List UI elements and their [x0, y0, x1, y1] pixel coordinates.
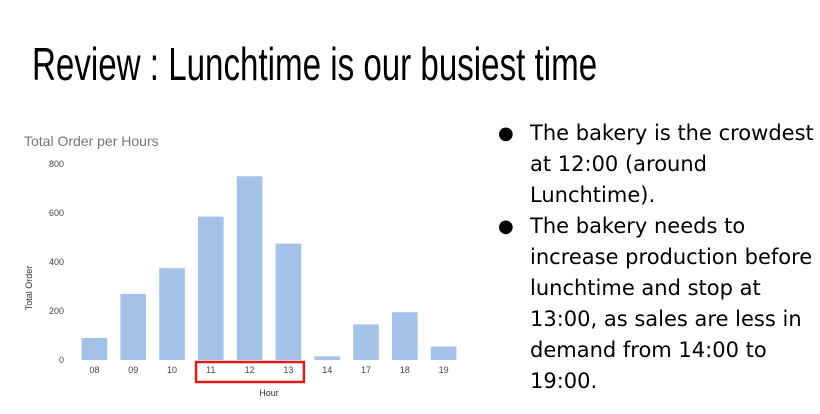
- bullet-item: ● The bakery needs to increase productio…: [498, 211, 816, 397]
- bar-10: [159, 268, 185, 360]
- bar-18: [391, 312, 418, 360]
- highlight-box: [194, 360, 306, 384]
- slide-title: Review : Lunchtime is our busiest time: [32, 38, 598, 90]
- bar-11: [197, 216, 224, 360]
- x-tick-label: 19: [439, 365, 449, 375]
- x-tick-label: 09: [128, 365, 138, 375]
- x-tick-label: 14: [322, 365, 332, 375]
- x-axis-label: Hour: [259, 388, 279, 398]
- x-tick-label: 17: [361, 365, 371, 375]
- bar-17: [353, 324, 379, 360]
- y-tick-label: 800: [49, 159, 64, 169]
- y-tick-label: 200: [49, 306, 64, 316]
- y-tick-label: 600: [49, 208, 64, 218]
- bullet-marker: ●: [498, 123, 514, 144]
- x-tick-label: 18: [400, 365, 410, 375]
- x-tick-label: 12: [245, 365, 255, 375]
- bars: [81, 176, 457, 360]
- bullet-text: The bakery needs to increase production …: [530, 214, 813, 393]
- bar-chart: Total Order per Hours 0 200 400 600 800 08 09…: [24, 133, 457, 398]
- y-axis-label: Total Order: [24, 266, 34, 311]
- bullet-item: ● The bakery is the crowdest at 12:00 (a…: [498, 118, 816, 211]
- bar-14: [314, 356, 341, 360]
- bullet-marker: ●: [498, 216, 514, 237]
- bar-09: [120, 293, 147, 360]
- bar-13: [275, 243, 302, 360]
- y-tick-label: 0: [59, 355, 64, 365]
- bar-19: [430, 346, 457, 360]
- chart-title: Total Order per Hours: [24, 133, 159, 149]
- x-tick-label: 08: [89, 365, 99, 375]
- x-tick-label: 13: [283, 365, 293, 375]
- bullet-list: ● The bakery is the crowdest at 12:00 (a…: [498, 118, 816, 397]
- x-tick-label: 11: [206, 365, 215, 375]
- y-tick-label: 400: [49, 257, 64, 267]
- bar-12: [236, 176, 263, 360]
- bar-08: [81, 337, 108, 360]
- bullet-text: The bakery is the crowdest at 12:00 (aro…: [530, 121, 814, 207]
- x-tick-label: 10: [167, 365, 177, 375]
- y-axis-ticks: 0 200 400 600 800: [49, 159, 64, 365]
- x-axis-ticks: 08 09 10 11 12 13 14 17 18 19: [89, 365, 448, 375]
